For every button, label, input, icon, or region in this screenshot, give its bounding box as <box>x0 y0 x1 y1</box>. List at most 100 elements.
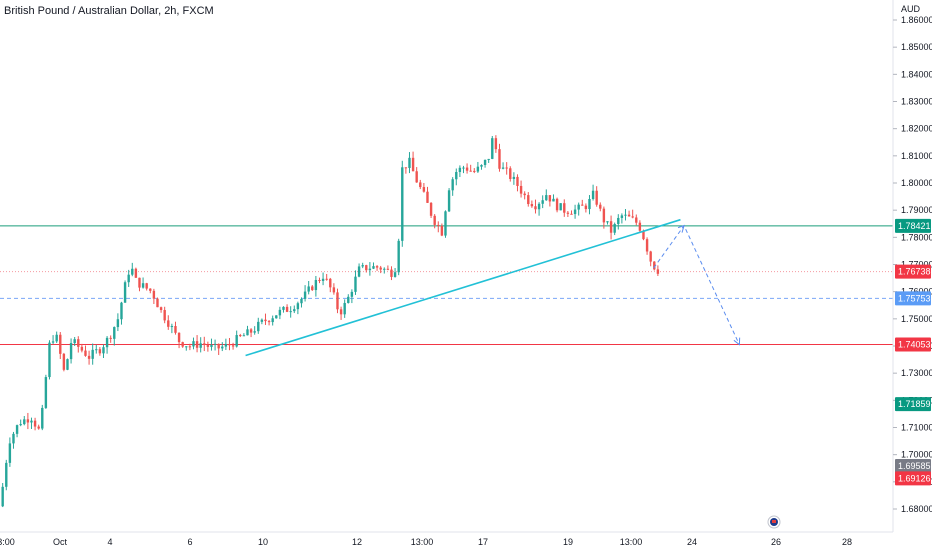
candle-body <box>404 167 408 169</box>
time-tick-label: Oct <box>53 537 68 547</box>
candle-body <box>321 278 325 281</box>
candle-body <box>411 157 415 172</box>
candle-body <box>375 266 379 268</box>
time-tick-label: 24 <box>687 537 697 547</box>
candle-body <box>509 168 512 179</box>
candle-body <box>66 359 69 370</box>
candle-body <box>329 278 332 288</box>
projection-arrowhead <box>733 337 741 346</box>
candle-body <box>260 319 264 322</box>
candle-body <box>73 339 76 344</box>
price-badge-text: 1.69126 <box>898 473 931 483</box>
time-tick-label: 28 <box>842 537 852 547</box>
candle-body <box>192 341 195 347</box>
candle-body <box>609 221 613 233</box>
candle-body <box>656 269 660 274</box>
candle-body <box>37 426 40 429</box>
candle-body <box>393 272 397 277</box>
candle-body <box>437 224 440 226</box>
candle-body <box>163 310 166 321</box>
candle-body <box>390 269 393 277</box>
time-tick-label: 10 <box>258 537 268 547</box>
candle-body <box>519 185 523 194</box>
candle-body <box>487 158 490 160</box>
candle-body <box>422 187 426 192</box>
candle-body <box>217 343 220 349</box>
candle-body <box>98 349 102 354</box>
price-tick-label: 1.85000 <box>901 42 932 52</box>
price-tick-label: 1.68000 <box>901 504 932 514</box>
candle-body <box>512 176 516 179</box>
candle-body <box>595 190 598 205</box>
event-flag-icon-mark <box>772 520 776 523</box>
time-axis[interactable]: 3:00 Oct 4 6 10 12 13:00 17 19 13:00 24 26 28 <box>0 531 893 547</box>
candle-body <box>156 298 159 308</box>
price-level-badge <box>895 291 931 306</box>
candle-body <box>365 265 368 271</box>
candle-body <box>41 407 44 429</box>
price-tick-label: 1.77000 <box>901 260 932 270</box>
candle-body <box>649 251 652 262</box>
candle-body <box>145 283 148 289</box>
candle-body <box>177 332 181 343</box>
candle-body <box>491 138 494 159</box>
candle-body <box>332 287 336 293</box>
candle-body <box>285 306 289 312</box>
candle-body <box>408 157 411 168</box>
price-level-badge-text: 1.76738 <box>898 267 931 277</box>
candle-body <box>455 171 458 180</box>
candle-body <box>282 306 285 310</box>
candle-body <box>239 335 242 337</box>
candle-body <box>635 217 638 223</box>
candle-body <box>303 291 307 299</box>
candle-body <box>343 302 346 315</box>
candle-body <box>296 303 300 310</box>
price-badge <box>895 458 931 473</box>
time-tick-label: 19 <box>563 537 573 547</box>
candle-body <box>555 198 559 211</box>
candle-body <box>235 335 238 347</box>
candle-body <box>8 443 12 463</box>
candle-body <box>203 343 206 346</box>
candle-body <box>159 307 163 311</box>
candle-body <box>397 240 400 273</box>
price-level-badge-text: 1.78421 <box>898 221 931 231</box>
price-badge-text: 1.71859 <box>898 399 931 409</box>
candles[interactable] <box>1 135 660 508</box>
price-level-badge-text: 1.74053 <box>898 340 931 350</box>
candle-body <box>548 195 552 202</box>
candle-body <box>440 225 444 236</box>
time-tick-label: 12 <box>352 537 362 547</box>
drawings[interactable] <box>245 218 741 357</box>
time-tick-label: 17 <box>478 537 488 547</box>
candle-body <box>275 315 278 319</box>
candle-body <box>102 347 105 354</box>
candle-body <box>642 230 645 240</box>
candle-body <box>494 138 498 150</box>
price-levels <box>0 225 893 346</box>
candle-body <box>69 343 73 360</box>
candle-body <box>141 283 145 288</box>
candle-body <box>307 286 310 292</box>
candle-body <box>347 296 350 303</box>
price-tick-label: 1.84000 <box>901 69 932 79</box>
candle-body <box>19 424 22 426</box>
candle-body <box>505 167 508 169</box>
candle-body <box>257 321 260 332</box>
candle-body <box>95 349 98 351</box>
candle-body <box>563 203 566 213</box>
candle-body <box>181 342 184 347</box>
candle-body <box>206 345 210 347</box>
candle-body <box>113 327 116 339</box>
price-level-badge <box>895 218 931 233</box>
candle-body <box>469 170 472 172</box>
candle-body <box>458 167 462 172</box>
candle-body <box>249 329 253 333</box>
candle-body <box>368 268 372 271</box>
price-badge-text: 1.69585 <box>898 461 931 471</box>
price-badge <box>895 471 931 486</box>
candle-body <box>1 486 4 507</box>
candle-body <box>278 309 282 316</box>
